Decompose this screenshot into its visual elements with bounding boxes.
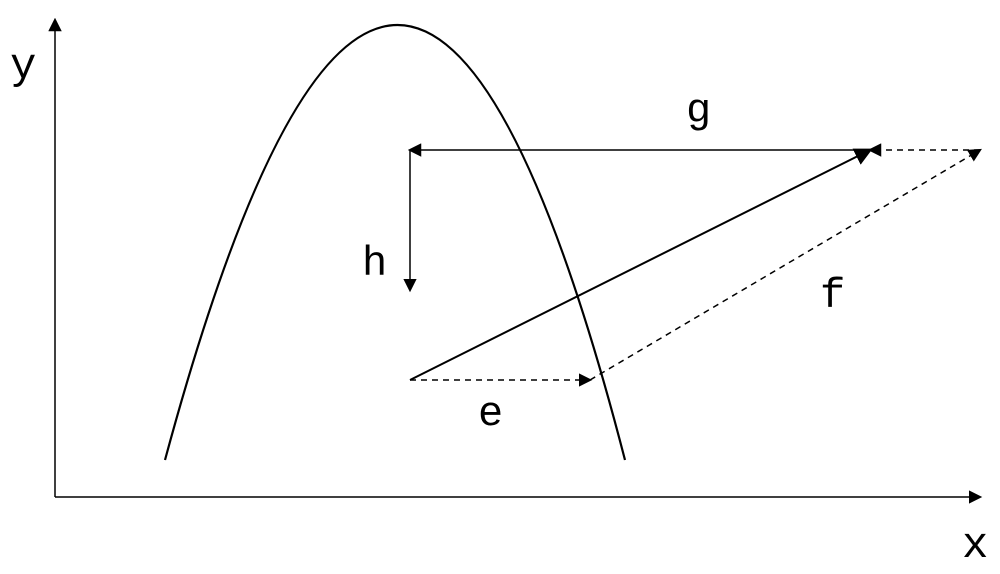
edge-label-f: f [820, 272, 845, 320]
edge-diag-solid [410, 150, 870, 380]
x-axis-label: x [962, 521, 988, 571]
y-axis-label: y [10, 42, 36, 92]
edge-label-g: g [686, 87, 711, 135]
edge-f [590, 150, 980, 380]
edge-label-e: e [478, 390, 503, 438]
edge-label-h: h [362, 240, 387, 288]
vector-edges: g h e f [362, 87, 980, 438]
vector-diagram: x y g h e f [0, 0, 1000, 574]
parabola-curve [165, 25, 625, 460]
